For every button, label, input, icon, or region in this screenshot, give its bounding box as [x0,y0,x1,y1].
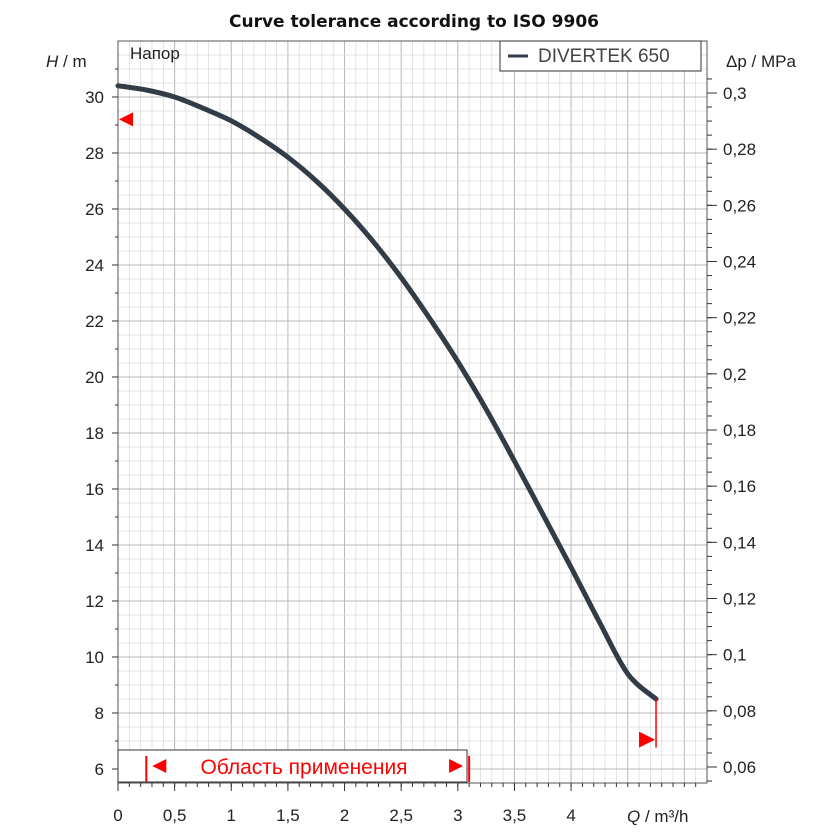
x-tick-label: 2,5 [389,806,413,825]
y-tick-label: 20 [85,368,104,387]
y2-tick-label: 0,08 [723,702,756,721]
y-tick-label: 8 [95,704,104,723]
x-axis-label: Q / m³/h [627,807,688,826]
y-tick-label: 28 [85,144,104,163]
y2-tick-label: 0,14 [723,533,756,552]
legend-box [499,40,702,72]
x-axis-ticks: 0 0,5 1 1,5 2 2,5 3 3,5 4 [113,783,697,825]
y2-tick-label: 0,24 [723,253,756,272]
application-range-box [117,749,468,783]
x-tick-label: 1 [227,806,236,825]
y2-tick-label: 0,12 [723,590,756,609]
x-tick-label: 0,5 [163,806,187,825]
tolerance-marker-right [639,731,656,748]
y2-tick-label: 0,06 [723,758,756,777]
x-tick-label: 0 [113,806,122,825]
y2-tick-label: 0,18 [723,421,756,440]
y-tick-label: 14 [85,536,104,555]
x-tick-label: 4 [566,806,575,825]
application-range-label: Область применения [200,756,407,779]
y-tick-label: 24 [85,256,104,275]
legend-entry: DIVERTEK 650 [538,46,670,67]
y-tick-label: 6 [95,760,104,779]
y-axis-label: H / m [46,52,87,71]
y-tick-label: 10 [85,648,104,667]
y2-tick-label: 0,28 [723,140,756,159]
y2-tick-label: 0,16 [723,477,756,496]
grid [117,40,708,783]
x-tick-label: 2 [340,806,349,825]
y2-tick-label: 0,3 [723,84,747,103]
range-arrow-left-icon [152,759,167,773]
range-arrow-right-icon [449,759,464,773]
legend: DIVERTEK 650 [499,40,702,72]
y-tick-label: 26 [85,200,104,219]
y2-axis-label: Δp / MPa [726,52,796,71]
tolerance-marker-left [119,112,133,127]
y-axis-ticks: 6 8 10 12 14 16 18 20 22 24 26 28 30 [85,68,118,779]
x-tick-label: 3 [453,806,462,825]
x-tick-label: 3,5 [503,806,527,825]
y2-tick-label: 0,26 [723,196,756,215]
y2-tick-label: 0,2 [723,365,747,384]
y-tick-label: 16 [85,480,104,499]
application-range: Область применения [117,749,471,783]
y2-tick-label: 0,1 [723,646,747,665]
y-tick-label: 22 [85,312,104,331]
y2-tick-label: 0,22 [723,309,756,328]
series-caption: Напор [130,44,180,63]
series-line-divertek-650 [115,83,659,702]
chart-title: Curve tolerance according to ISO 9906 [229,12,599,32]
y-tick-label: 12 [85,592,104,611]
y-tick-label: 30 [85,88,104,107]
x-tick-label: 1,5 [276,806,300,825]
y-tick-label: 18 [85,424,104,443]
y2-axis-ticks: 0,06 0,08 0,1 0,12 0,14 0,16 0,18 0,2 0,22 0,24 0,… [707,78,756,782]
